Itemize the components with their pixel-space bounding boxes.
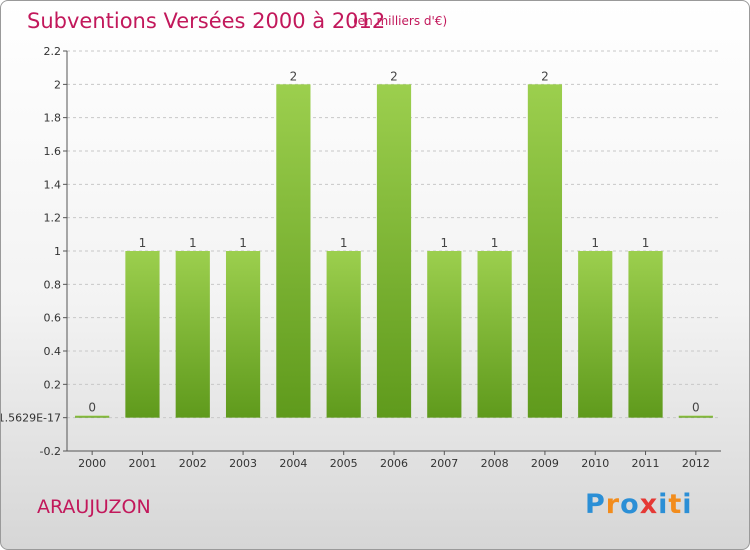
bar xyxy=(276,84,311,418)
bar-value-label: 1 xyxy=(440,236,448,250)
y-tick-label: 1.4 xyxy=(44,178,62,191)
x-tick-label: 2005 xyxy=(330,457,358,470)
y-tick-label: 1.2 xyxy=(44,212,62,225)
bar-value-label: 1 xyxy=(139,236,147,250)
y-tick-label: 1.8 xyxy=(44,112,62,125)
x-tick-label: 2000 xyxy=(78,457,106,470)
bar-value-label: 1 xyxy=(491,236,499,250)
y-tick-label: 2 xyxy=(54,78,61,91)
y-tick-label: 0.8 xyxy=(44,278,62,291)
bar-value-label: 1 xyxy=(642,236,650,250)
bar-value-label: 1 xyxy=(239,236,247,250)
x-tick-label: 2008 xyxy=(481,457,509,470)
bar-value-label: 0 xyxy=(88,401,96,415)
x-tick-label: 2007 xyxy=(430,457,458,470)
logo-letter: i xyxy=(658,489,669,520)
x-tick-label: 2006 xyxy=(380,457,408,470)
bar xyxy=(477,251,512,418)
x-tick-label: 2004 xyxy=(279,457,307,470)
y-tick-label: 0.6 xyxy=(44,312,62,325)
bar xyxy=(578,251,613,418)
logo-letter: t xyxy=(668,489,683,520)
bar-value-label: 2 xyxy=(290,69,298,83)
bar-value-label: 1 xyxy=(340,236,348,250)
x-tick-label: 2009 xyxy=(531,457,559,470)
x-tick-label: 2002 xyxy=(179,457,207,470)
x-tick-label: 2011 xyxy=(632,457,660,470)
chart-title: Subventions Versées 2000 à 2012 xyxy=(27,9,386,33)
bar-value-label: 1 xyxy=(189,236,197,250)
commune-name: ARAUJUZON xyxy=(37,496,151,518)
logo-letter: P xyxy=(585,489,606,520)
bar-value-label: 0 xyxy=(692,401,700,415)
y-tick-label: 2.2 xyxy=(44,45,62,58)
bar-value-label: 1 xyxy=(591,236,599,250)
x-tick-label: 2012 xyxy=(682,457,710,470)
bar xyxy=(326,251,361,418)
bar xyxy=(427,251,462,418)
bar xyxy=(628,251,663,418)
x-tick-label: 2001 xyxy=(128,457,156,470)
logo-letter: x xyxy=(639,489,659,520)
logo-letter: r xyxy=(605,489,621,520)
y-tick-label: -0.2 xyxy=(40,445,61,458)
y-tick-label: 0.2 xyxy=(44,378,62,391)
bar xyxy=(125,251,160,418)
y-tick-label: 0.4 xyxy=(44,345,62,358)
x-tick-label: 2003 xyxy=(229,457,257,470)
x-tick-label: 2010 xyxy=(581,457,609,470)
y-tick-label: 1 xyxy=(54,245,61,258)
proxiti-logo: Proxiti xyxy=(585,489,693,520)
bar xyxy=(225,251,261,418)
bar xyxy=(527,84,563,418)
bar xyxy=(376,84,412,418)
bar xyxy=(678,415,713,418)
bar-value-label: 2 xyxy=(390,69,398,83)
bar xyxy=(175,251,210,418)
y-tick-label: 1.6 xyxy=(44,145,62,158)
logo-letter: o xyxy=(620,489,640,520)
bar xyxy=(75,415,110,418)
chart-subtitle: (en milliers d'€) xyxy=(353,14,448,28)
logo-letter: i xyxy=(682,489,693,520)
y-tick-label: -1.5629E-17 xyxy=(1,412,61,425)
bar-value-label: 2 xyxy=(541,69,549,83)
